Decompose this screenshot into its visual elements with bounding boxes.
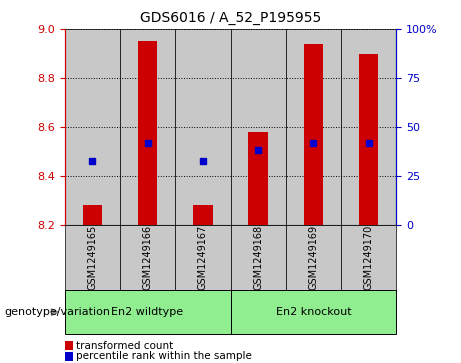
Bar — [286, 225, 341, 290]
Text: GSM1249166: GSM1249166 — [142, 225, 153, 290]
Text: transformed count: transformed count — [76, 341, 173, 351]
Text: En2 knockout: En2 knockout — [276, 307, 351, 317]
Text: genotype/variation: genotype/variation — [5, 307, 111, 317]
Bar — [286, 29, 341, 225]
Bar — [65, 341, 73, 350]
Bar — [65, 352, 73, 361]
Bar — [65, 225, 120, 290]
Bar — [193, 205, 213, 225]
Text: En2 wildtype: En2 wildtype — [112, 307, 183, 317]
Text: GSM1249169: GSM1249169 — [308, 225, 319, 290]
Bar — [65, 290, 230, 334]
Text: GSM1249165: GSM1249165 — [87, 225, 97, 290]
Text: GSM1249167: GSM1249167 — [198, 225, 208, 290]
Bar — [120, 29, 175, 225]
Bar — [175, 225, 230, 290]
Bar — [230, 29, 286, 225]
Text: GSM1249168: GSM1249168 — [253, 225, 263, 290]
Title: GDS6016 / A_52_P195955: GDS6016 / A_52_P195955 — [140, 11, 321, 25]
Bar — [230, 290, 396, 334]
Bar — [248, 132, 268, 225]
Text: GSM1249170: GSM1249170 — [364, 225, 374, 290]
Bar — [175, 29, 230, 225]
Bar — [359, 53, 378, 225]
Bar — [230, 225, 286, 290]
Bar — [83, 205, 102, 225]
Bar — [138, 41, 157, 225]
Bar — [341, 225, 396, 290]
Bar — [341, 29, 396, 225]
Bar — [65, 29, 120, 225]
Bar — [304, 44, 323, 225]
Text: percentile rank within the sample: percentile rank within the sample — [76, 351, 252, 362]
Bar — [120, 225, 175, 290]
